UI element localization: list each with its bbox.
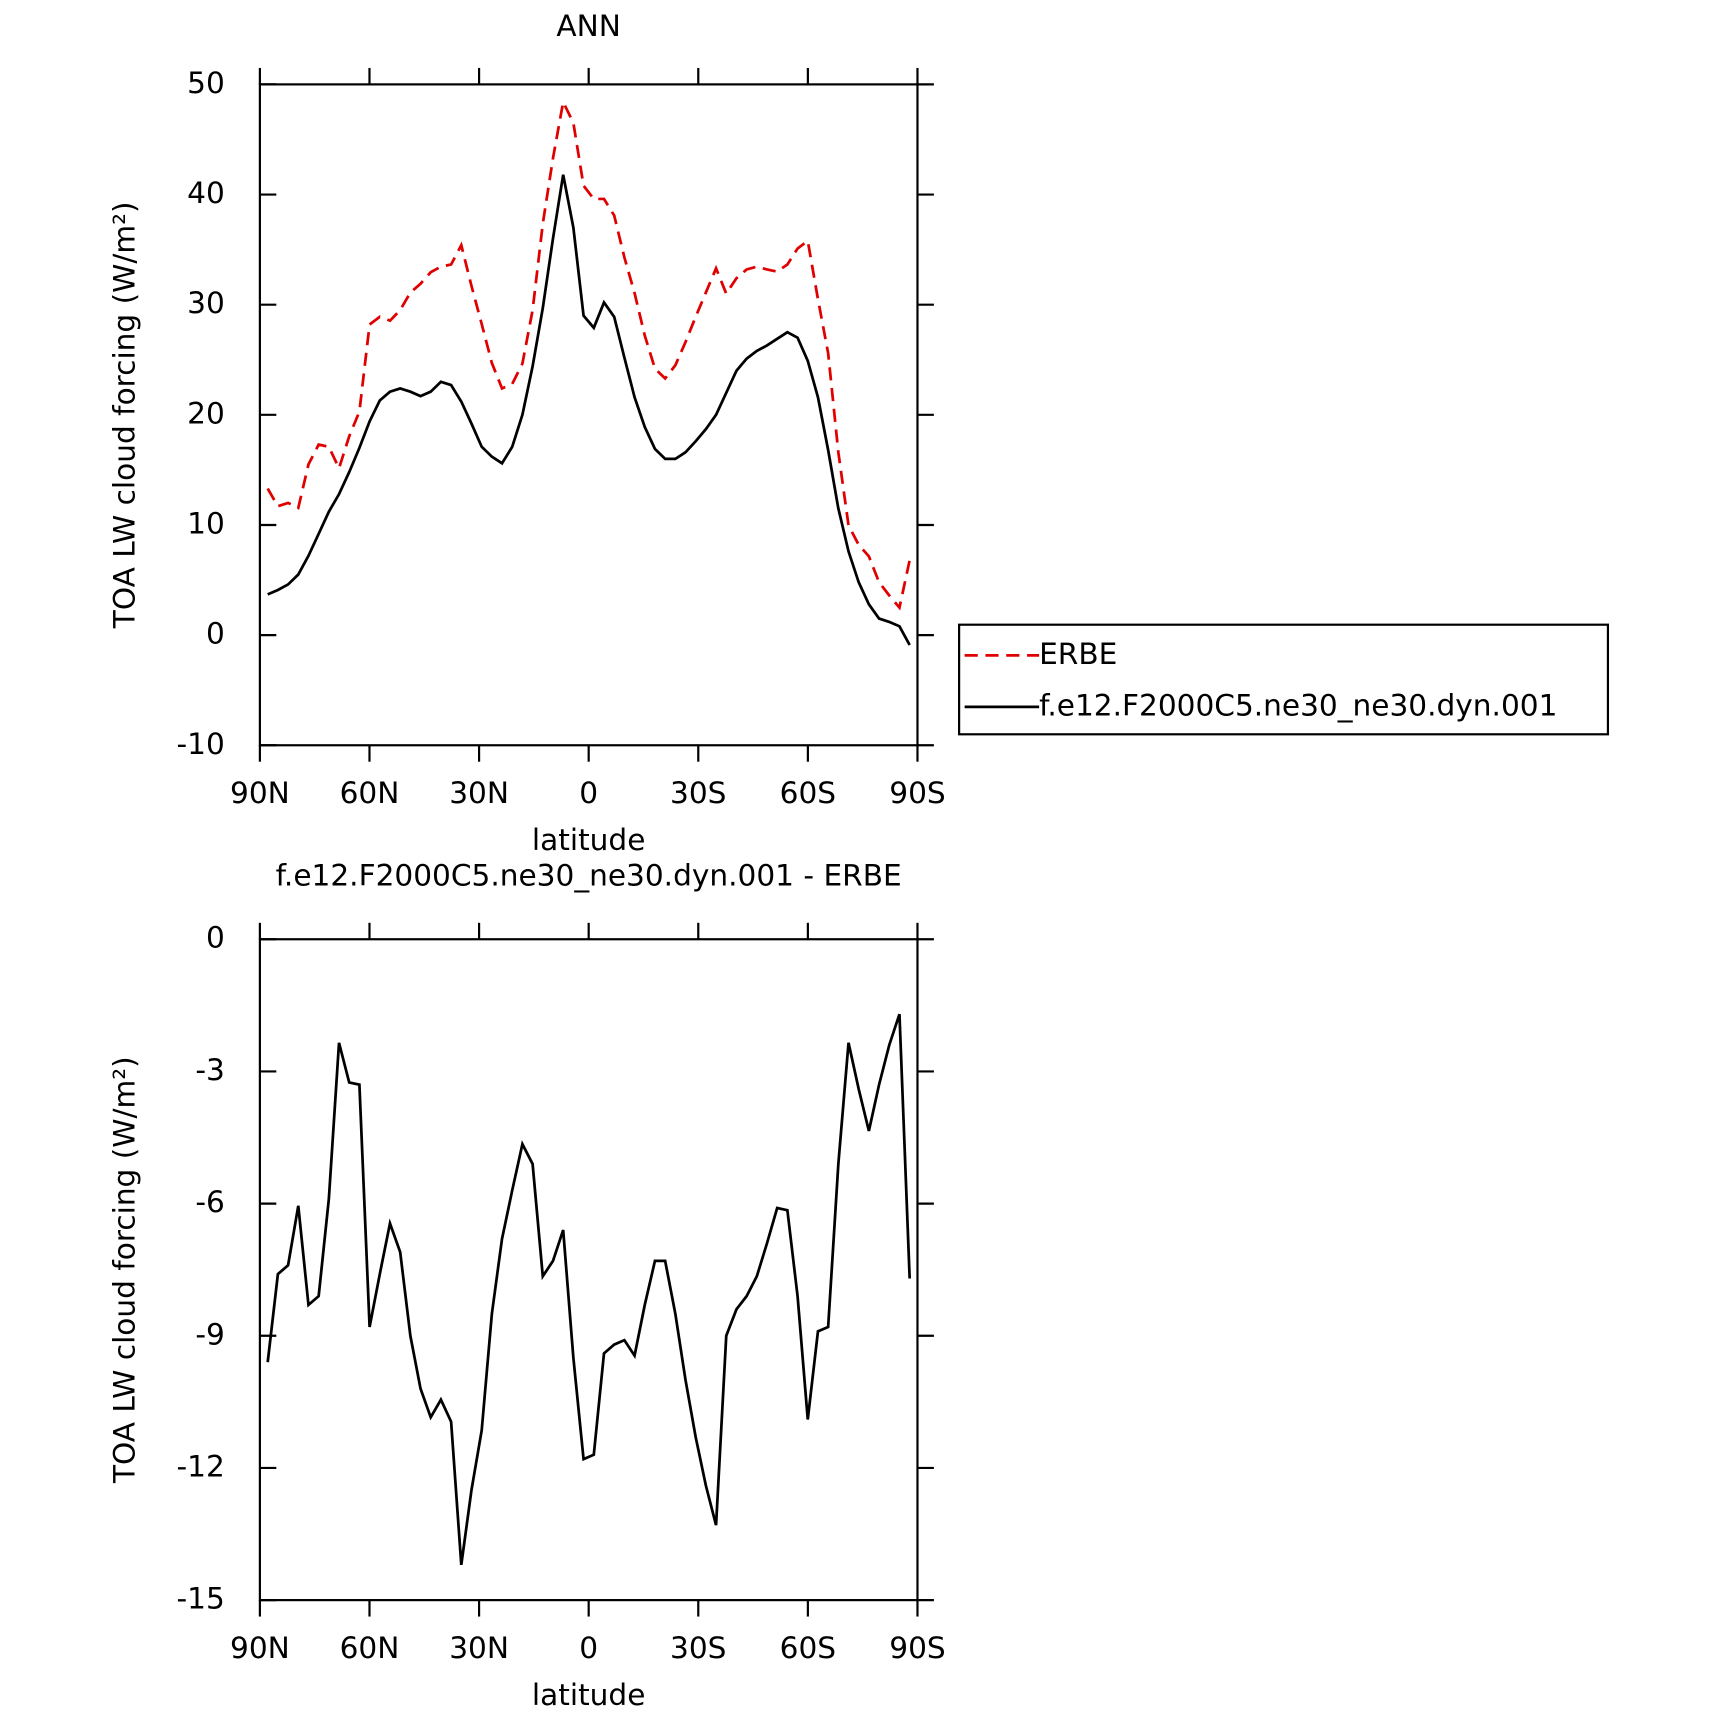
y-tick-label: 0	[206, 921, 225, 955]
y-tick-label: -3	[195, 1053, 225, 1087]
y-axis-label: TOA LW cloud forcing (W/m²)	[108, 201, 142, 629]
legend-label: f.e12.F2000C5.ne30_ne30.dyn.001	[1039, 688, 1557, 722]
x-tick-label: 30N	[449, 1631, 509, 1665]
x-tick-label: 90S	[889, 1631, 945, 1665]
x-tick-label: 90S	[889, 776, 945, 810]
x-axis-label: latitude	[532, 823, 645, 857]
legend-box	[958, 623, 1610, 736]
y-tick-label: 30	[187, 286, 225, 320]
y-tick-label: -10	[177, 727, 225, 761]
x-tick-label: 0	[579, 776, 598, 810]
x-tick-label: 60S	[780, 1631, 836, 1665]
data-line	[267, 174, 911, 646]
y-tick-label: 50	[187, 66, 225, 100]
x-tick-label: 90N	[230, 1631, 290, 1665]
x-tick-label: 90N	[230, 776, 290, 810]
data-line	[266, 1013, 912, 1566]
y-tick-label: 20	[187, 396, 225, 430]
y-tick-label: -12	[177, 1449, 225, 1483]
y-tick-label: -15	[177, 1582, 225, 1616]
y-tick-label: 0	[206, 617, 225, 651]
x-axis-label: latitude	[532, 1678, 645, 1712]
legend-label: ERBE	[1039, 637, 1117, 671]
y-axis-label: TOA LW cloud forcing (W/m²)	[108, 1056, 142, 1484]
x-tick-label: 60N	[340, 776, 400, 810]
x-tick-label: 0	[579, 1631, 598, 1665]
x-tick-label: 30S	[670, 776, 726, 810]
x-tick-label: 30N	[449, 776, 509, 810]
chart-title: ANN	[556, 9, 621, 43]
chart-title: f.e12.F2000C5.ne30_ne30.dyn.001 - ERBE	[276, 858, 902, 892]
y-tick-label: -9	[195, 1317, 225, 1351]
y-tick-label: 40	[187, 176, 225, 210]
y-tick-label: 10	[187, 506, 225, 540]
x-tick-label: 60N	[340, 1631, 400, 1665]
data-line	[266, 97, 911, 611]
x-tick-label: 60S	[780, 776, 836, 810]
y-tick-label: -6	[195, 1185, 225, 1219]
plot-frame	[258, 938, 919, 1602]
x-tick-label: 30S	[670, 1631, 726, 1665]
